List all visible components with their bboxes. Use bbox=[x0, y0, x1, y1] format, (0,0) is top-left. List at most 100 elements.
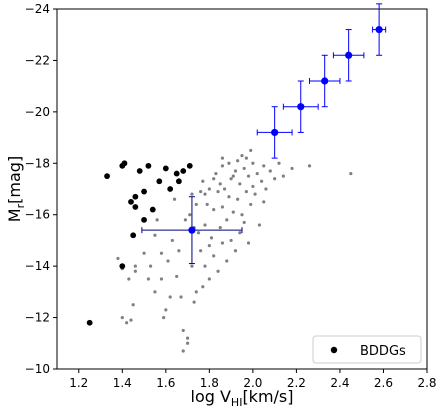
sample-point bbox=[168, 295, 172, 299]
legend-label-bddgs: BDDGs bbox=[360, 344, 406, 359]
legend-box bbox=[312, 335, 422, 364]
bddg-point bbox=[162, 165, 169, 172]
y-axis-title: Mr[mag] bbox=[5, 156, 27, 222]
sample-point bbox=[116, 256, 120, 261]
sample-point bbox=[268, 169, 272, 173]
y-tick-label: −22 bbox=[25, 53, 50, 67]
sample-point bbox=[249, 148, 253, 153]
x-tick-label: 1.4 bbox=[113, 376, 132, 390]
binned-marker bbox=[297, 103, 305, 111]
bddg-point bbox=[119, 263, 126, 270]
sample-point bbox=[233, 249, 238, 253]
bddg-point bbox=[130, 232, 137, 239]
sample-point bbox=[236, 197, 240, 201]
bddg-point bbox=[141, 188, 147, 195]
bddg-point bbox=[173, 170, 180, 177]
binned-point bbox=[332, 29, 365, 82]
sample-point bbox=[194, 202, 198, 207]
sample-point bbox=[229, 238, 233, 243]
sample-point bbox=[216, 189, 220, 194]
sample-point bbox=[159, 277, 164, 281]
x-tick-label: 1.6 bbox=[156, 376, 175, 390]
sample-point bbox=[255, 171, 259, 176]
bddg-point bbox=[186, 162, 193, 169]
sample-point bbox=[196, 231, 201, 235]
binned-marker bbox=[188, 226, 196, 234]
sample-point bbox=[220, 164, 225, 168]
sample-point bbox=[190, 192, 194, 196]
sample-point bbox=[209, 236, 214, 240]
sample-point bbox=[120, 315, 124, 320]
sample-point bbox=[227, 195, 231, 199]
sample-point bbox=[207, 187, 211, 191]
bddg-point bbox=[121, 160, 128, 167]
y-tick-label: −18 bbox=[25, 156, 50, 170]
sample-point bbox=[277, 161, 281, 165]
sample-point bbox=[179, 295, 183, 299]
sample-point bbox=[251, 184, 255, 189]
sample-point bbox=[225, 218, 229, 222]
sample-point bbox=[231, 210, 235, 214]
sample-point bbox=[133, 269, 137, 273]
y-tick-label: −12 bbox=[25, 311, 50, 325]
sample-point bbox=[207, 277, 211, 281]
sample-point bbox=[203, 223, 207, 227]
sample-point bbox=[170, 238, 174, 243]
binned-marker bbox=[345, 51, 353, 59]
ticks-layer: 1.2 1.4 1.6 1.8 2.0 2.2 2.4 2.6 2.8 −10 −12 −14 −16 −… bbox=[25, 2, 436, 390]
sample-point bbox=[227, 161, 231, 165]
sample-point bbox=[207, 243, 211, 248]
sample-point bbox=[199, 189, 203, 194]
sample-point bbox=[188, 213, 192, 217]
y-tick-label: −20 bbox=[25, 105, 50, 119]
binned-point bbox=[372, 3, 387, 56]
sample-point bbox=[146, 277, 151, 281]
bddg-point bbox=[104, 173, 110, 180]
sample-point bbox=[240, 213, 244, 217]
y-tick-label: −10 bbox=[25, 362, 50, 376]
sample-point bbox=[244, 189, 248, 194]
y-tick-label: −14 bbox=[25, 259, 50, 273]
sample-point bbox=[155, 218, 159, 222]
plot-area-border bbox=[56, 8, 428, 370]
sample-point bbox=[238, 231, 242, 235]
x-tick-label: 2.2 bbox=[287, 376, 306, 390]
bddg-point bbox=[136, 168, 143, 174]
x-tick-label: 2.6 bbox=[374, 376, 393, 390]
binned-point bbox=[141, 196, 243, 265]
sample-point bbox=[183, 218, 188, 222]
sample-point bbox=[131, 303, 135, 307]
sample-point bbox=[212, 254, 216, 258]
sample-point bbox=[246, 174, 251, 178]
sample-point bbox=[159, 251, 164, 255]
binned-point bbox=[256, 106, 293, 159]
binned-point bbox=[282, 80, 319, 133]
sample-point bbox=[133, 264, 137, 268]
sample-point bbox=[242, 220, 246, 225]
sample-point bbox=[273, 177, 277, 181]
bddg-point bbox=[149, 206, 156, 213]
binned-marker bbox=[375, 25, 383, 34]
binned-marker bbox=[271, 128, 279, 137]
sample-point bbox=[220, 156, 225, 160]
sample-point bbox=[185, 336, 190, 340]
sample-point bbox=[307, 164, 312, 168]
sample-point bbox=[229, 177, 233, 181]
y-tick-label: −24 bbox=[25, 2, 50, 16]
binned-point bbox=[308, 54, 341, 108]
bddg-point bbox=[175, 178, 182, 185]
sample-point bbox=[129, 318, 133, 322]
y-tick-label: −16 bbox=[25, 208, 50, 222]
sample-point bbox=[148, 264, 153, 268]
sample-point bbox=[259, 179, 264, 183]
sample-point bbox=[249, 202, 253, 207]
sample-point bbox=[162, 315, 166, 320]
sample-point bbox=[203, 192, 207, 196]
sample-point bbox=[218, 182, 222, 186]
sample-point bbox=[244, 156, 248, 160]
x-tick-label: 2.0 bbox=[243, 376, 262, 390]
sample-point bbox=[166, 259, 170, 263]
bddg-point bbox=[180, 168, 187, 174]
points-layer bbox=[86, 3, 387, 353]
sample-point bbox=[262, 164, 266, 168]
